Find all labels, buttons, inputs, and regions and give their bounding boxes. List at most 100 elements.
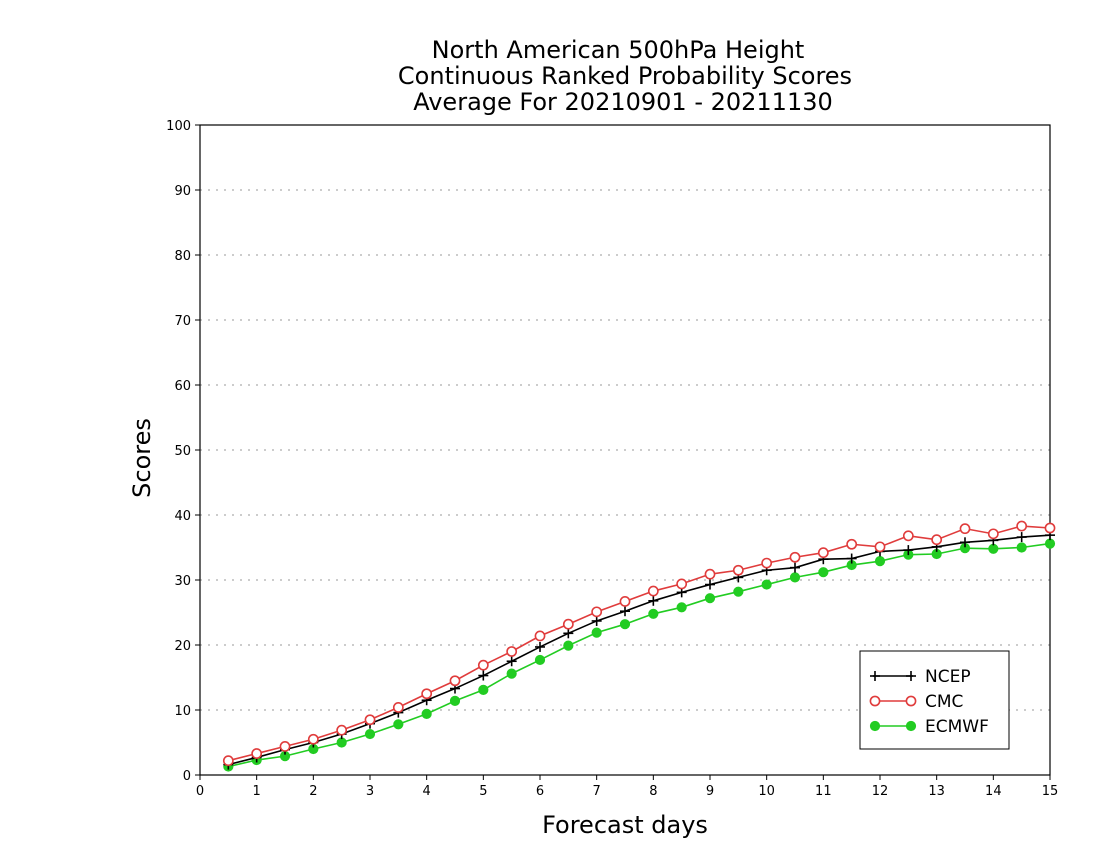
y-tick-label: 0 [183, 769, 191, 784]
plot-frame [199, 124, 1051, 776]
y-tick-label: 20 [174, 639, 191, 654]
data-point-cmc [959, 523, 971, 535]
data-point-ecmwf [506, 668, 517, 679]
data-point-ecmwf [733, 586, 744, 597]
data-point-ecmwf [534, 654, 546, 666]
x-tick-label: 0 [196, 784, 204, 799]
data-point-ncep [790, 562, 800, 573]
x-tick-label: 14 [985, 784, 1002, 799]
x-axis-label: Forecast days [542, 811, 708, 839]
data-point-cmc [222, 755, 234, 767]
legend-marker [869, 695, 881, 707]
data-point-ncep [1016, 532, 1027, 543]
data-point-cmc [846, 538, 858, 550]
x-tick-label: 8 [649, 784, 657, 799]
data-point-ecmwf [988, 543, 999, 554]
data-point-ncep [478, 670, 489, 681]
data-point-cmc [506, 646, 518, 657]
data-point-ecmwf [704, 593, 716, 604]
data-point-ecmwf [364, 728, 376, 740]
legend-label-cmc: CMC [925, 692, 963, 712]
chart-title: North American 500hPa Height Continuous … [398, 36, 852, 116]
data-point-cmc [789, 551, 801, 563]
legend-item-ncep: NCEP [870, 667, 971, 687]
data-point-cmc [619, 596, 631, 607]
x-tick-label: 6 [536, 784, 544, 799]
x-tick-label: 11 [815, 784, 832, 799]
data-point-cmc [591, 606, 603, 618]
data-point-ncep [903, 545, 914, 556]
x-tick-label: 13 [928, 784, 945, 799]
legend-marker [905, 695, 917, 707]
title-line-3: Average For 20210901 - 20211130 [413, 88, 833, 116]
legend-box [859, 650, 1010, 750]
data-point-cmc [477, 659, 489, 671]
legend-marker [905, 720, 917, 732]
data-point-ecmwf [478, 684, 489, 695]
data-point-cmc [902, 530, 914, 542]
data-point-cmc [1044, 522, 1056, 534]
x-tick-label: 12 [872, 784, 889, 799]
data-point-ncep [648, 595, 659, 606]
data-point-cmc [647, 585, 659, 597]
grid-lines [200, 189, 1050, 711]
data-point-ecmwf [563, 640, 574, 651]
data-point-cmc [336, 724, 348, 736]
data-point-cmc [421, 688, 433, 700]
data-point-ncep [960, 537, 970, 548]
legend-marker [870, 671, 880, 681]
y-tick-label: 10 [174, 704, 191, 719]
data-point-ecmwf [1044, 538, 1056, 549]
data-point-cmc [392, 702, 404, 713]
data-point-ecmwf [648, 608, 659, 619]
data-point-ncep [563, 628, 574, 639]
y-tick-label: 50 [174, 444, 191, 459]
data-point-ecmwf [676, 602, 687, 613]
data-point-ecmwf [421, 708, 432, 720]
data-point-ncep [620, 606, 630, 617]
data-point-cmc [817, 547, 829, 559]
legend-label-ecmwf: ECMWF [925, 717, 989, 737]
y-tick-label: 70 [174, 314, 191, 329]
data-point-ncep [705, 579, 715, 590]
title-line-1: North American 500hPa Height [432, 36, 805, 64]
x-tick-label: 4 [423, 784, 431, 799]
legend-marker [869, 720, 881, 732]
data-point-cmc [732, 564, 744, 576]
y-axis-ticks: 0 10 20 30 40 50 60 70 80 90 100 [166, 119, 200, 784]
data-point-cmc [449, 675, 461, 687]
data-point-ecmwf [874, 556, 886, 567]
data-point-cmc [1016, 520, 1028, 532]
y-tick-label: 30 [174, 574, 191, 589]
y-tick-label: 40 [174, 509, 191, 524]
data-point-ncep [846, 553, 857, 564]
series-cmc [222, 520, 1056, 767]
data-point-ncep [535, 641, 545, 652]
data-point-ncep [506, 656, 517, 667]
data-point-cmc [307, 733, 319, 745]
data-point-cmc [279, 741, 291, 752]
legend: NCEP CMC ECMWF [859, 650, 1010, 750]
x-tick-label: 5 [479, 784, 487, 799]
legend-item-ecmwf: ECMWF [869, 717, 989, 737]
series-ncep [223, 530, 1055, 770]
data-point-cmc [562, 618, 574, 630]
series-layer [222, 520, 1056, 772]
legend-marker [906, 671, 916, 681]
data-point-ecmwf [818, 567, 829, 578]
title-line-2: Continuous Ranked Probability Scores [398, 62, 852, 90]
series-ecmwf [223, 538, 1056, 772]
data-point-ecmwf [449, 695, 461, 707]
y-tick-label: 100 [166, 119, 191, 134]
data-point-ecmwf [1016, 542, 1027, 553]
data-point-ecmwf [789, 572, 801, 583]
x-tick-label: 7 [593, 784, 601, 799]
data-point-cmc [676, 578, 688, 590]
data-point-ecmwf [761, 579, 772, 590]
legend-items: NCEP CMC ECMWF [869, 667, 989, 737]
legend-label-ncep: NCEP [925, 667, 971, 687]
y-axis-label: Scores [128, 418, 156, 498]
data-point-cmc [874, 541, 886, 553]
data-point-ecmwf [393, 719, 404, 730]
x-axis-ticks: 0 1 2 3 4 5 6 7 8 9 10 11 12 13 14 15 [196, 775, 1058, 799]
